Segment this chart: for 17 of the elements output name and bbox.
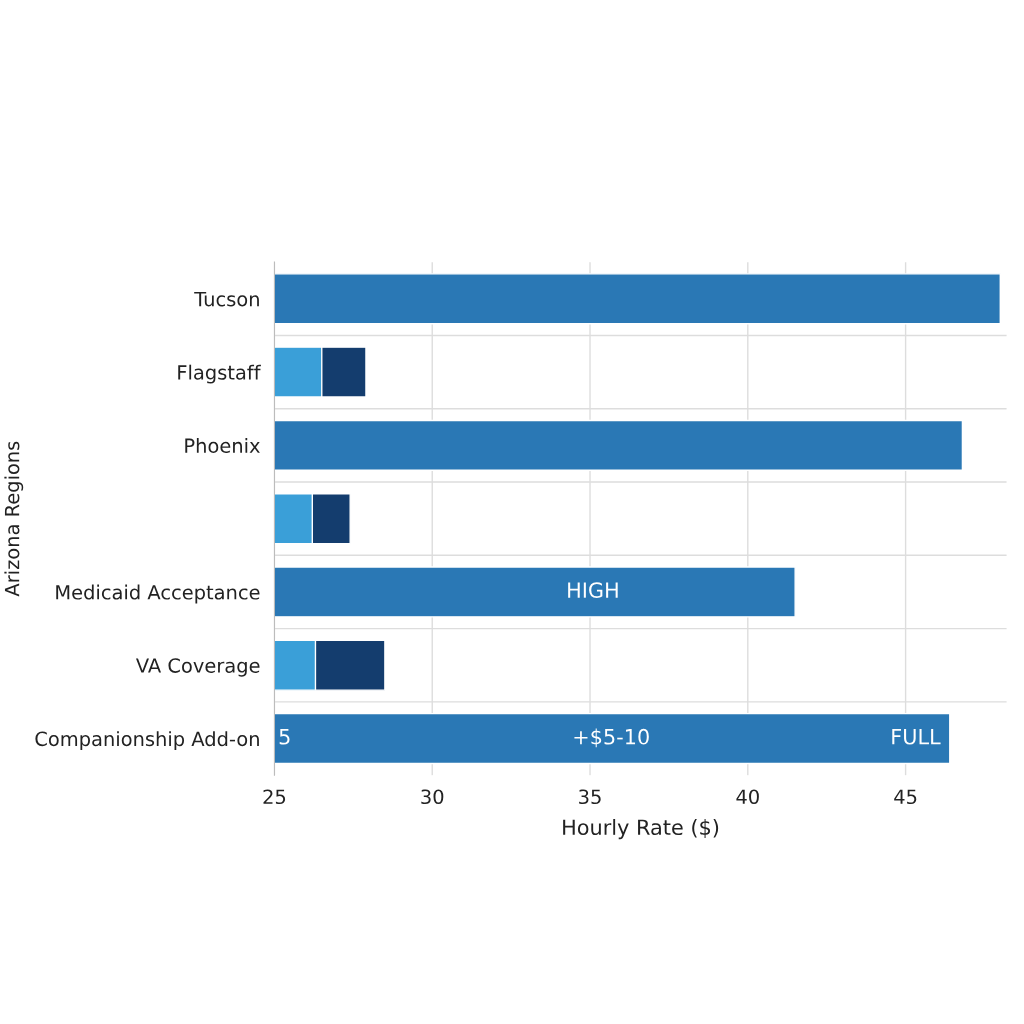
y-tick-label: Medicaid Acceptance: [56, 584, 260, 604]
annotation: HIGH: [568, 582, 618, 598]
y-tick-label: Tucson: [194, 292, 259, 307]
y-tick-label: Flagstaff: [178, 364, 261, 384]
x-tick-label: 25: [263, 789, 286, 805]
x-tick-label: 45: [894, 789, 917, 805]
x-tick-label: 40: [736, 789, 759, 805]
y-tick-label: Companionship Add-on: [35, 731, 259, 750]
y-tick-label: VA Coverage: [135, 658, 260, 677]
x-axis-title: Hourly Rate ($): [563, 818, 719, 840]
annotation: FULL: [892, 729, 941, 745]
y-tick-label: Phoenix: [185, 437, 260, 454]
x-tick-label: 35: [579, 789, 601, 805]
annotation: +$5-10: [574, 728, 649, 748]
annotation: 5: [279, 729, 290, 745]
x-tick-label: 30: [421, 789, 444, 805]
y-axis-title: Arizona Regions: [4, 441, 24, 597]
